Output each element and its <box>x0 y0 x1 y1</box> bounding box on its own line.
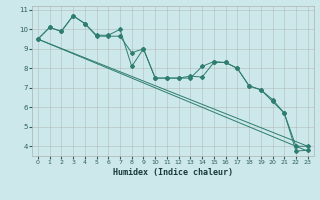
X-axis label: Humidex (Indice chaleur): Humidex (Indice chaleur) <box>113 168 233 177</box>
